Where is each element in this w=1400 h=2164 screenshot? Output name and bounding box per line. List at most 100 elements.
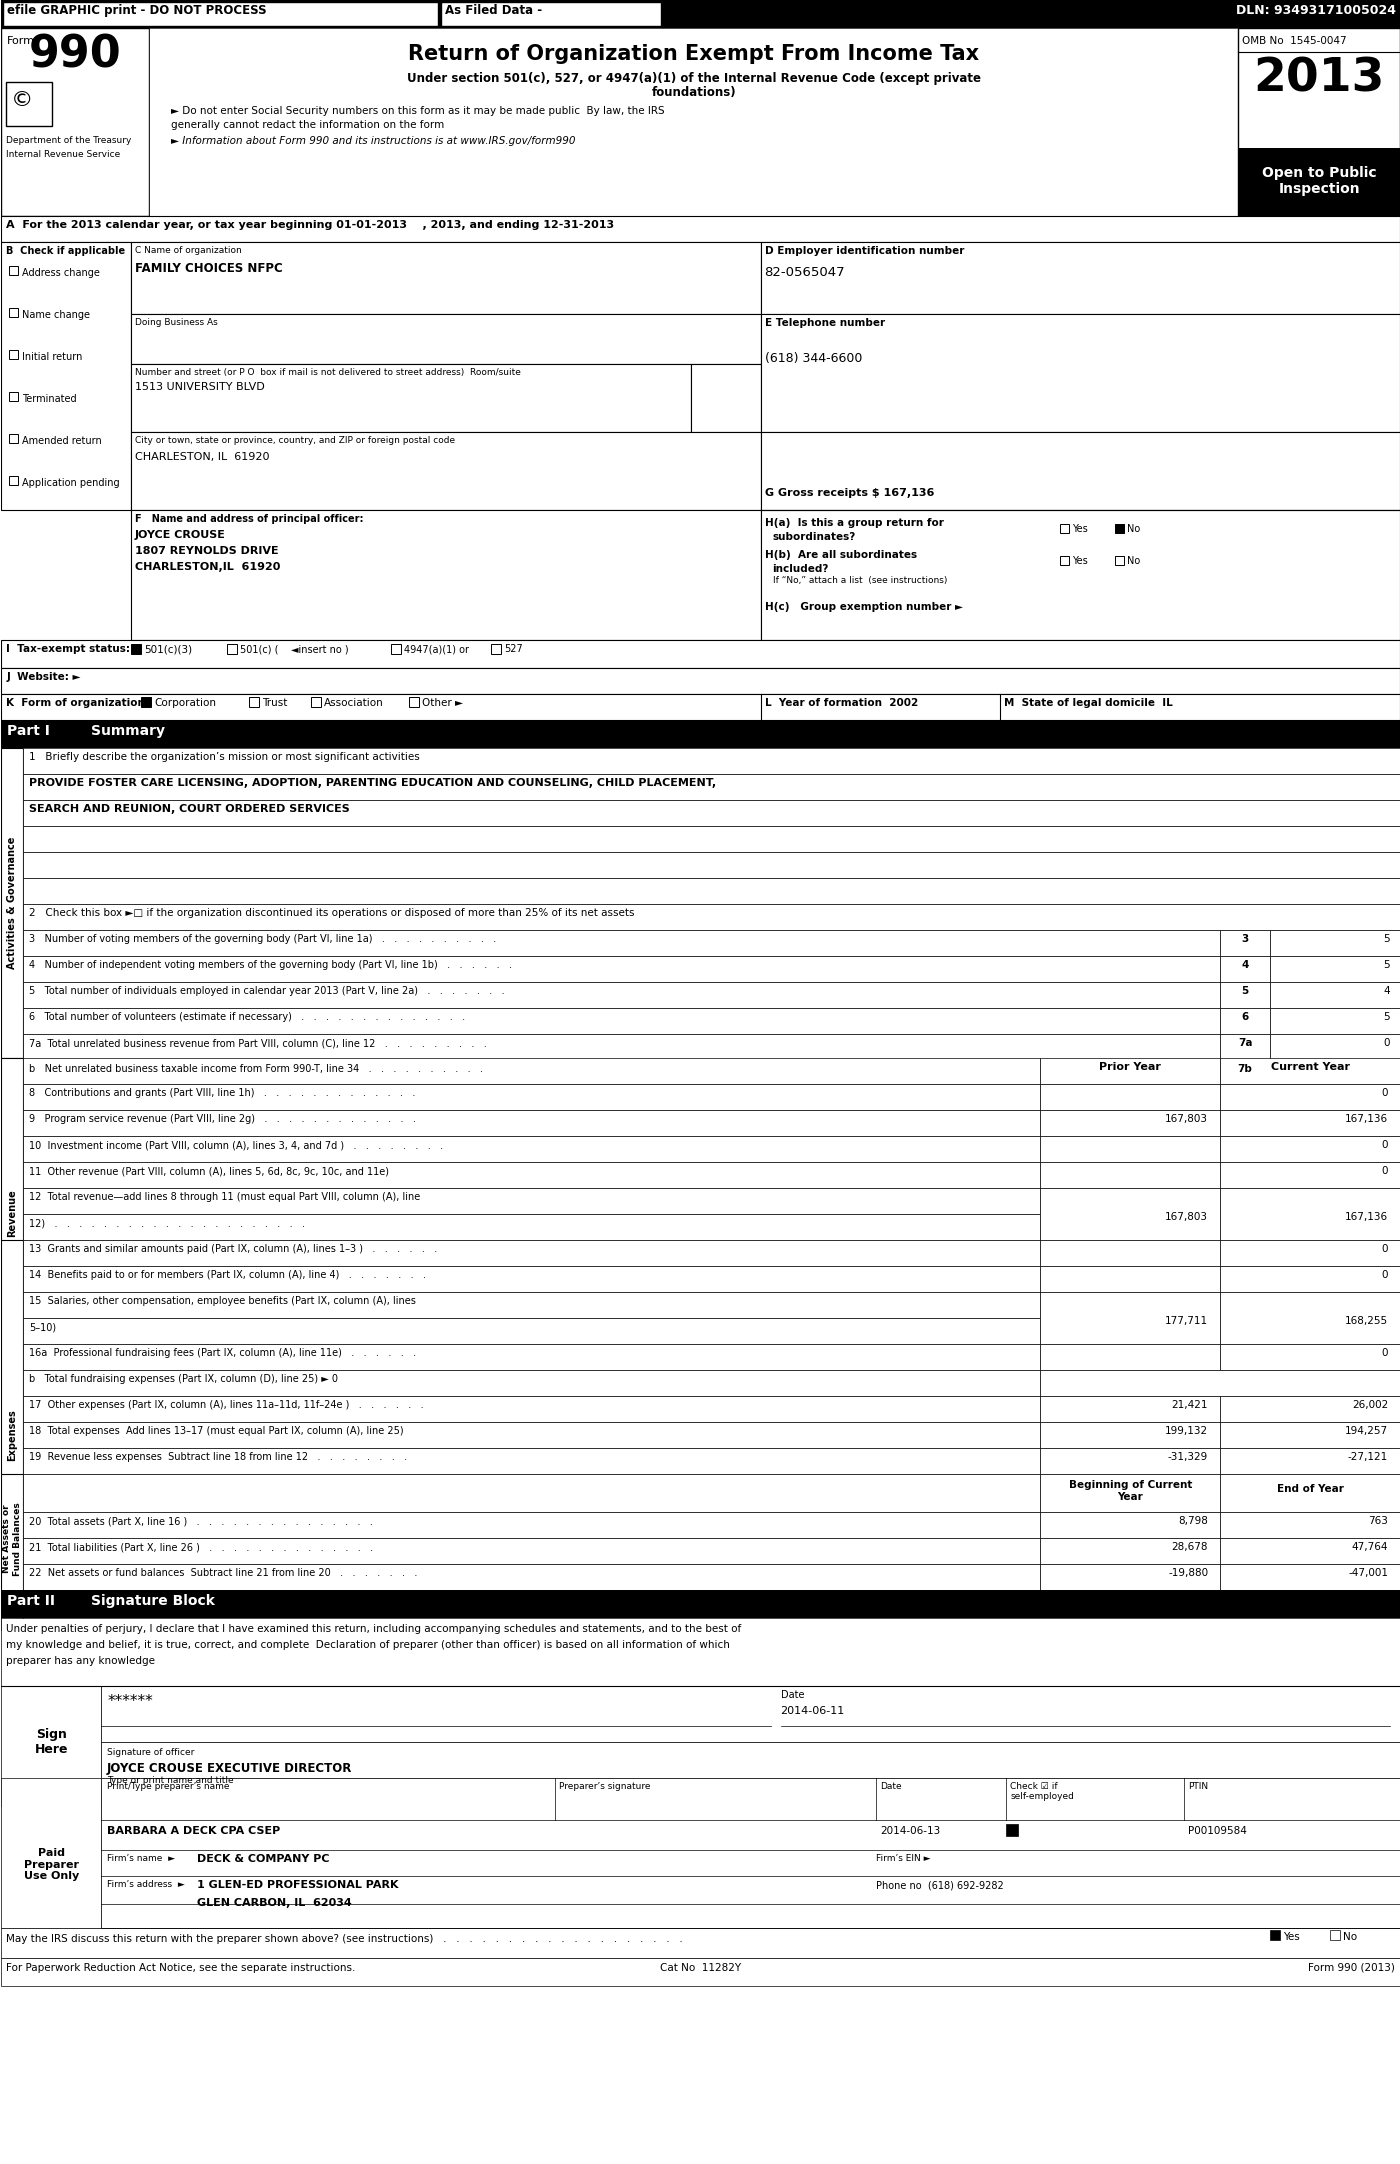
- Text: Sign
Here: Sign Here: [35, 1729, 67, 1755]
- Bar: [1116, 524, 1124, 532]
- Bar: [24, 1058, 1040, 1084]
- Bar: [1, 1240, 24, 1629]
- Bar: [141, 697, 151, 708]
- Text: Other ►: Other ►: [421, 699, 463, 708]
- Text: 18  Total expenses  Add lines 13–17 (must equal Part IX, column (A), line 25): 18 Total expenses Add lines 13–17 (must …: [29, 1426, 403, 1437]
- Bar: [24, 956, 1221, 982]
- Bar: [1, 1058, 24, 1368]
- Bar: [1221, 1344, 1400, 1370]
- Bar: [24, 1034, 1221, 1060]
- Bar: [24, 1292, 1040, 1318]
- Bar: [1, 749, 24, 1058]
- Bar: [1238, 147, 1400, 216]
- Text: 0: 0: [1382, 1270, 1387, 1279]
- Text: efile GRAPHIC print - DO NOT PROCESS: efile GRAPHIC print - DO NOT PROCESS: [7, 4, 267, 17]
- Text: 28,678: 28,678: [1172, 1543, 1208, 1552]
- Text: SEARCH AND REUNION, COURT ORDERED SERVICES: SEARCH AND REUNION, COURT ORDERED SERVIC…: [29, 805, 350, 814]
- Text: 5: 5: [1383, 935, 1390, 944]
- Text: 47,764: 47,764: [1351, 1543, 1387, 1552]
- Bar: [1060, 524, 1070, 532]
- Bar: [10, 266, 18, 275]
- Text: Type or print name and title: Type or print name and title: [106, 1777, 234, 1785]
- Text: b   Net unrelated business taxable income from Form 990-T, line 34   .   .   .  : b Net unrelated business taxable income …: [29, 1065, 483, 1073]
- Text: Address change: Address change: [22, 268, 99, 277]
- Text: 2014-06-13: 2014-06-13: [881, 1826, 941, 1835]
- Text: 5: 5: [1383, 1013, 1390, 1021]
- Bar: [24, 1513, 1040, 1539]
- Bar: [1221, 1396, 1400, 1422]
- Text: 22  Net assets or fund balances  Subtract line 21 from line 20   .   .   .   .  : 22 Net assets or fund balances Subtract …: [29, 1569, 417, 1578]
- Text: Phone no  (618) 692-9282: Phone no (618) 692-9282: [876, 1881, 1004, 1889]
- Text: 0: 0: [1382, 1088, 1387, 1097]
- Bar: [1221, 1266, 1400, 1292]
- Text: 2013: 2013: [1253, 56, 1385, 102]
- Text: 9   Program service revenue (Part VIII, line 2g)   .   .   .   .   .   .   .   .: 9 Program service revenue (Part VIII, li…: [29, 1114, 416, 1123]
- Bar: [24, 1240, 1040, 1266]
- Bar: [1040, 1266, 1221, 1292]
- Text: 177,711: 177,711: [1165, 1316, 1208, 1327]
- Bar: [132, 645, 141, 654]
- Text: 168,255: 168,255: [1345, 1316, 1387, 1327]
- Bar: [1040, 1422, 1221, 1448]
- Text: ► Do not enter Social Security numbers on this form as it may be made public  By: ► Do not enter Social Security numbers o…: [171, 106, 665, 117]
- Text: Date: Date: [881, 1781, 902, 1792]
- Bar: [1040, 1513, 1221, 1539]
- Bar: [24, 1370, 1040, 1396]
- Text: 7a: 7a: [1238, 1039, 1253, 1047]
- Text: 0: 0: [1382, 1166, 1387, 1175]
- Text: Paid
Preparer
Use Only: Paid Preparer Use Only: [24, 1848, 78, 1881]
- Bar: [24, 879, 1400, 905]
- Bar: [1221, 1034, 1270, 1060]
- Text: End of Year: End of Year: [1277, 1485, 1344, 1493]
- Text: 1   Briefly describe the organization’s mission or most significant activities: 1 Briefly describe the organization’s mi…: [29, 753, 420, 762]
- Text: 14  Benefits paid to or for members (Part IX, column (A), line 4)   .   .   .   : 14 Benefits paid to or for members (Part…: [29, 1270, 426, 1279]
- Bar: [24, 1474, 1040, 1513]
- Bar: [24, 827, 1400, 853]
- Text: ©: ©: [11, 91, 34, 110]
- Text: 501(c)(3): 501(c)(3): [144, 645, 192, 654]
- Bar: [1221, 1292, 1400, 1344]
- Text: H(a)  Is this a group return for: H(a) Is this a group return for: [764, 517, 944, 528]
- Bar: [24, 853, 1400, 879]
- Text: -19,880: -19,880: [1168, 1569, 1208, 1578]
- Text: Summary: Summary: [91, 725, 165, 738]
- Bar: [1270, 931, 1400, 956]
- Text: ► Information about Form 990 and its instructions is at www.IRS.gov/form990: ► Information about Form 990 and its ins…: [171, 136, 575, 145]
- Bar: [1221, 1008, 1270, 1034]
- Bar: [101, 1779, 1400, 1928]
- Text: 2   Check this box ►□ if the organization discontinued its operations or dispose: 2 Check this box ►□ if the organization …: [29, 909, 634, 918]
- Bar: [1007, 1824, 1018, 1835]
- Text: Amended return: Amended return: [22, 435, 102, 446]
- Text: 4947(a)(1) or: 4947(a)(1) or: [403, 645, 469, 654]
- Bar: [249, 697, 259, 708]
- Bar: [10, 476, 18, 485]
- Bar: [1221, 1422, 1400, 1448]
- Text: 4: 4: [1383, 987, 1390, 995]
- Bar: [1, 669, 1400, 695]
- Text: 19  Revenue less expenses  Subtract line 18 from line 12   .   .   .   .   .   .: 19 Revenue less expenses Subtract line 1…: [29, 1452, 407, 1463]
- Bar: [1040, 1370, 1400, 1396]
- Bar: [1040, 1058, 1221, 1084]
- Text: 501(c) (    ◄insert no ): 501(c) ( ◄insert no ): [239, 645, 349, 654]
- Bar: [1221, 1448, 1400, 1474]
- Bar: [10, 435, 18, 444]
- Text: 990: 990: [29, 35, 122, 78]
- Text: CHARLESTON, IL  61920: CHARLESTON, IL 61920: [134, 452, 270, 461]
- Text: Beginning of Current
Year: Beginning of Current Year: [1068, 1480, 1191, 1502]
- Bar: [441, 2, 661, 26]
- Text: 13  Grants and similar amounts paid (Part IX, column (A), lines 1–3 )   .   .   : 13 Grants and similar amounts paid (Part…: [29, 1244, 437, 1253]
- Text: 7a  Total unrelated business revenue from Part VIII, column (C), line 12   .   .: 7a Total unrelated business revenue from…: [29, 1039, 487, 1047]
- Text: 6   Total number of volunteers (estimate if necessary)   .   .   .   .   .   .  : 6 Total number of volunteers (estimate i…: [29, 1013, 465, 1021]
- Bar: [1221, 956, 1270, 982]
- Bar: [148, 28, 1238, 216]
- Text: F   Name and address of principal officer:: F Name and address of principal officer:: [134, 515, 364, 524]
- Text: Form: Form: [7, 37, 35, 45]
- Text: E Telephone number: E Telephone number: [764, 318, 885, 329]
- Bar: [3, 2, 438, 26]
- Text: 7b: 7b: [1238, 1065, 1253, 1073]
- Text: 16a  Professional fundraising fees (Part IX, column (A), line 11e)   .   .   .  : 16a Professional fundraising fees (Part …: [29, 1348, 416, 1359]
- Text: 1513 UNIVERSITY BLVD: 1513 UNIVERSITY BLVD: [134, 383, 265, 392]
- Bar: [24, 801, 1400, 827]
- Bar: [10, 307, 18, 316]
- Text: No: No: [1343, 1932, 1357, 1941]
